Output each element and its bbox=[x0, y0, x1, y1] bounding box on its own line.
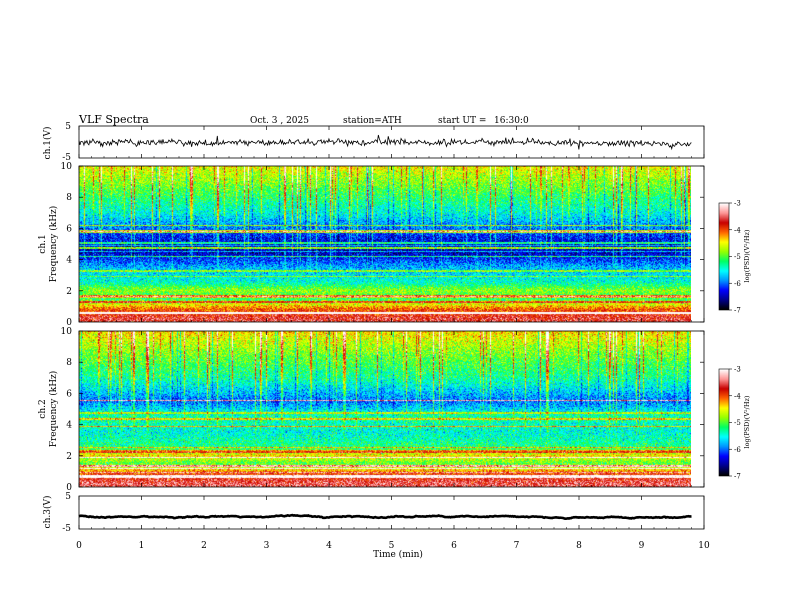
freq-tick-label: 2 bbox=[66, 287, 72, 297]
ch2-spectrogram-heatmap bbox=[79, 331, 691, 487]
x-tick-label: 5 bbox=[389, 541, 395, 551]
ch3-waveform-frame bbox=[78, 495, 705, 530]
colorbar-tick-label: -3 bbox=[734, 200, 741, 208]
ch1-spectrogram-panel: 10 8 6 4 2 0 ch.1 Frequency (kHz) bbox=[38, 162, 705, 328]
x-tick-label: 8 bbox=[576, 541, 582, 551]
ch3-ytick-top: 5 bbox=[65, 492, 71, 502]
freq-tick-label: 0 bbox=[66, 318, 72, 328]
ch2-spectrogram-yticks: 10 8 6 4 2 0 bbox=[61, 327, 704, 493]
x-tick-label: 10 bbox=[698, 541, 710, 551]
ch2-colorbar-label: log(PSD)(V²/Hz) bbox=[743, 395, 751, 448]
colorbar-tick-label: -4 bbox=[734, 392, 741, 400]
x-tick-label: 0 bbox=[76, 541, 82, 551]
x-tick-label: 6 bbox=[451, 541, 457, 551]
ch1-spectrogram-heatmap bbox=[79, 166, 691, 322]
ch3-ytick-bottom: -5 bbox=[62, 524, 71, 534]
colorbar-tick-label: -6 bbox=[734, 280, 741, 288]
colorbar-tick-label: -7 bbox=[734, 307, 741, 315]
ch1-ytick-bottom: -5 bbox=[62, 153, 71, 163]
ch2-colorbar-gradient-wrap bbox=[719, 369, 729, 476]
x-tick-label: 4 bbox=[326, 541, 332, 551]
colorbar-tick-label: -6 bbox=[734, 446, 741, 454]
ch1-spectrogram-yticks: 10 8 6 4 2 0 bbox=[61, 162, 704, 328]
freq-tick-label: 0 bbox=[66, 483, 72, 493]
x-tick-label: 9 bbox=[639, 541, 645, 551]
header-start-label: start UT = bbox=[438, 116, 486, 126]
header-start-time: 16:30:0 bbox=[494, 116, 529, 126]
ch2-spectrogram-ylabel-channel: ch.2 bbox=[38, 399, 48, 418]
colorbar-tick-label: -7 bbox=[734, 473, 741, 481]
freq-tick-label: 10 bbox=[61, 162, 73, 172]
ch1-waveform-ylabel: ch.1(V) bbox=[42, 127, 53, 160]
freq-tick-label: 8 bbox=[66, 193, 72, 203]
ch1-waveform-line bbox=[78, 134, 692, 151]
header-date: Oct. 3 , 2025 bbox=[250, 116, 309, 126]
freq-tick-label: 8 bbox=[66, 358, 72, 368]
x-tick-label: 2 bbox=[201, 541, 207, 551]
x-tick-label: 7 bbox=[514, 541, 520, 551]
ch1-colorbar-ticks: -3 -4 -5 -6 -7 bbox=[729, 200, 741, 315]
ch1-colorbar-gradient-wrap bbox=[719, 203, 729, 310]
ch1-spectrogram-ylabel-channel: ch.1 bbox=[38, 234, 48, 253]
colorbar-tick-label: -5 bbox=[734, 419, 741, 427]
freq-tick-label: 2 bbox=[66, 452, 72, 462]
time-x-axis: 0 1 2 3 4 5 6 7 8 9 10 bbox=[76, 126, 710, 551]
x-axis-label: Time (min) bbox=[373, 549, 423, 560]
ch2-colorbar: -3 -4 -5 -6 -7 log(PSD)(V²/Hz) bbox=[718, 366, 751, 481]
freq-tick-label: 6 bbox=[66, 224, 72, 234]
freq-tick-label: 10 bbox=[61, 327, 73, 337]
colorbar-tick-label: -5 bbox=[734, 253, 741, 261]
freq-tick-label: 4 bbox=[66, 256, 72, 266]
x-tick-label: 1 bbox=[139, 541, 145, 551]
ch1-colorbar: -3 -4 -5 -6 -7 log(PSD)(V²/Hz) bbox=[718, 200, 751, 315]
colorbar-tick-label: -3 bbox=[734, 366, 741, 374]
ch1-colorbar-label: log(PSD)(V²/Hz) bbox=[743, 229, 751, 282]
freq-tick-label: 4 bbox=[66, 421, 72, 431]
ch3-waveform-ylabel: ch.3(V) bbox=[42, 496, 53, 529]
ch1-spectrogram-image-wrap bbox=[79, 166, 691, 322]
ch2-spectrogram-panel: 10 8 6 4 2 0 ch.2 Frequency (kHz) bbox=[38, 327, 705, 493]
ch1-ytick-top: 5 bbox=[65, 122, 71, 132]
ch2-colorbar-gradient bbox=[719, 369, 729, 476]
ch3-waveform-line bbox=[78, 513, 692, 521]
header-station: station=ATH bbox=[343, 116, 402, 126]
ch1-colorbar-gradient bbox=[719, 203, 729, 310]
ch1-spectrogram-ylabel-frequency: Frequency (kHz) bbox=[48, 206, 59, 283]
ch1-waveform-trace-group bbox=[78, 134, 692, 151]
freq-tick-label: 6 bbox=[66, 389, 72, 399]
ch3-waveform-trace-group bbox=[78, 513, 692, 521]
ch2-spectrogram-ylabel-frequency: Frequency (kHz) bbox=[48, 371, 59, 448]
ch2-spectrogram-image-wrap bbox=[79, 331, 691, 487]
colorbar-tick-label: -4 bbox=[734, 226, 741, 234]
figure-title: VLF Spectra bbox=[78, 113, 149, 126]
x-tick-label: 3 bbox=[264, 541, 270, 551]
ch2-colorbar-ticks: -3 -4 -5 -6 -7 bbox=[729, 366, 741, 481]
